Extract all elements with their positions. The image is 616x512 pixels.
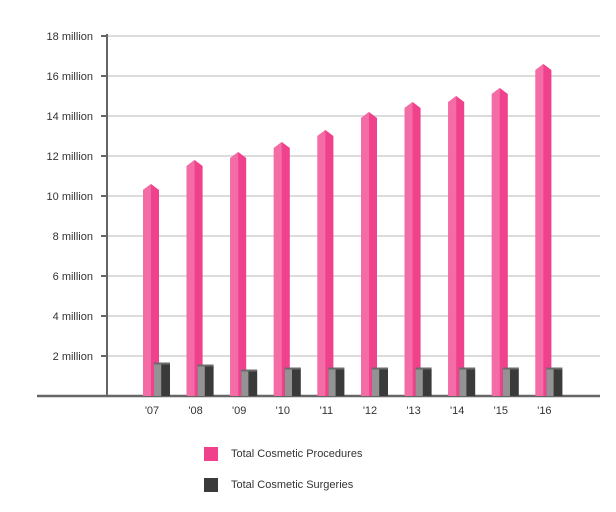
bar-chart: 2 million 4 million 6 million 8 million 10 m… bbox=[37, 31, 600, 417]
bar-surgeries-6 bbox=[415, 367, 432, 396]
legend-item-procedures: Total Cosmetic Procedures bbox=[204, 444, 362, 464]
bar-surgeries-7 bbox=[459, 367, 476, 396]
x-tick-label: '08 bbox=[188, 405, 202, 417]
bar-procedures-5 bbox=[361, 112, 377, 396]
bar-surgeries-1 bbox=[197, 364, 214, 396]
legend-swatch-surgeries bbox=[204, 478, 218, 492]
legend-label-procedures: Total Cosmetic Procedures bbox=[231, 448, 363, 460]
bar-procedures-1 bbox=[186, 160, 203, 396]
y-tick-label: 16 million bbox=[47, 71, 93, 83]
legend-item-surgeries: Total Cosmetic Surgeries bbox=[204, 475, 362, 495]
bar-procedures-4 bbox=[317, 130, 334, 396]
y-tick-label: 10 million bbox=[47, 191, 93, 203]
x-tick-label: '12 bbox=[363, 405, 377, 417]
bar-surgeries-8 bbox=[502, 367, 519, 396]
bar-procedures-6 bbox=[404, 102, 421, 396]
bar-procedures-7 bbox=[448, 96, 465, 396]
legend: Total Cosmetic Procedures Total Cosmetic… bbox=[204, 444, 362, 506]
bar-procedures-8 bbox=[491, 88, 508, 396]
bar-surgeries-2 bbox=[241, 369, 258, 396]
bar-surgeries-5 bbox=[372, 367, 388, 396]
x-tick-label: '13 bbox=[406, 405, 420, 417]
x-tick-label: '09 bbox=[232, 405, 246, 417]
x-tick-label: '10 bbox=[276, 405, 290, 417]
legend-label-surgeries: Total Cosmetic Surgeries bbox=[231, 479, 354, 491]
bar-surgeries-4 bbox=[328, 367, 345, 396]
x-tick-label: '07 bbox=[145, 405, 159, 417]
y-tick-label: 2 million bbox=[53, 351, 93, 363]
y-tick-label: 14 million bbox=[47, 111, 93, 123]
bar-surgeries-9 bbox=[546, 367, 563, 396]
bar-procedures-2 bbox=[230, 152, 247, 396]
y-tick-label: 18 million bbox=[47, 31, 93, 43]
bar-surgeries-3 bbox=[284, 367, 301, 396]
bar-procedures-3 bbox=[273, 142, 290, 396]
bar-surgeries-0 bbox=[154, 362, 170, 396]
y-tick-label: 4 million bbox=[53, 311, 93, 323]
legend-swatch-procedures bbox=[204, 447, 218, 461]
bar-procedures-0 bbox=[143, 184, 159, 396]
y-tick-label: 8 million bbox=[53, 231, 93, 243]
x-tick-label: '16 bbox=[537, 405, 551, 417]
x-tick-label: '15 bbox=[494, 405, 508, 417]
bar-procedures-9 bbox=[535, 64, 552, 396]
y-tick-label: 12 million bbox=[47, 151, 93, 163]
y-tick-label: 6 million bbox=[53, 271, 93, 283]
x-tick-label: '11 bbox=[320, 405, 334, 417]
x-tick-label: '14 bbox=[450, 405, 464, 417]
